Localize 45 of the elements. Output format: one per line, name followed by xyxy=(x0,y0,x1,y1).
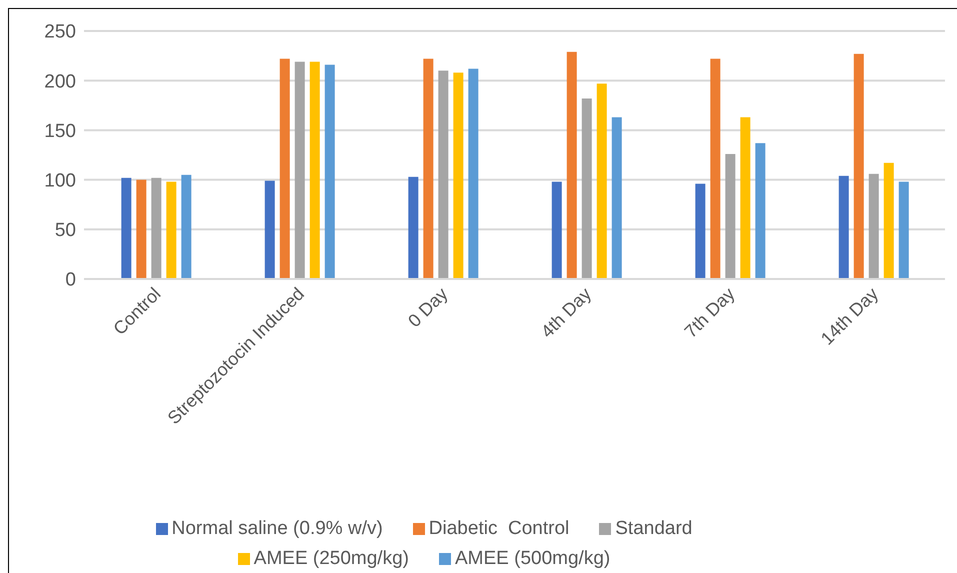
bar xyxy=(612,117,622,279)
bar xyxy=(423,58,434,279)
bar xyxy=(552,182,562,279)
bar xyxy=(324,64,335,279)
bar xyxy=(181,174,192,279)
bar xyxy=(695,184,706,279)
bar xyxy=(596,84,607,279)
bar xyxy=(408,176,418,279)
bar xyxy=(453,72,464,279)
bar xyxy=(151,178,162,279)
y-tick-label: 150 xyxy=(44,120,76,142)
bar xyxy=(854,54,864,279)
bar xyxy=(121,178,132,279)
bar xyxy=(740,117,750,279)
bar xyxy=(468,68,478,279)
bar xyxy=(264,180,275,279)
bar xyxy=(310,62,320,279)
y-tick-label: 200 xyxy=(44,71,76,92)
x-tick-label: 7th Day xyxy=(680,284,739,342)
y-tick-label: 0 xyxy=(65,270,76,291)
bar xyxy=(582,98,592,279)
bar xyxy=(898,182,909,279)
bar xyxy=(136,180,146,279)
legend-label: Normal saline (0.9% w/v) xyxy=(172,518,383,539)
legend-label: Standard xyxy=(615,518,692,539)
bar xyxy=(725,154,736,279)
legend-label: Diabetic Control xyxy=(428,518,570,539)
y-tick-label: 100 xyxy=(44,170,76,192)
bar xyxy=(710,58,720,279)
bar xyxy=(294,62,305,279)
bar xyxy=(566,52,577,279)
x-tick-label: 4th Day xyxy=(537,284,596,342)
legend-label: AMEE (250mg/kg) xyxy=(254,548,409,569)
x-tick-label: 14th Day xyxy=(816,284,882,349)
bar xyxy=(884,162,894,279)
y-tick-label: 250 xyxy=(44,22,76,43)
bar xyxy=(755,143,766,279)
bar xyxy=(166,182,176,279)
bar xyxy=(838,176,849,279)
bar xyxy=(868,174,879,279)
y-tick-label: 50 xyxy=(54,220,76,242)
legend-label: AMEE (500mg/kg) xyxy=(455,548,610,569)
x-tick-label: 0 Day xyxy=(404,284,452,332)
bar xyxy=(280,58,290,279)
bar xyxy=(438,70,448,279)
